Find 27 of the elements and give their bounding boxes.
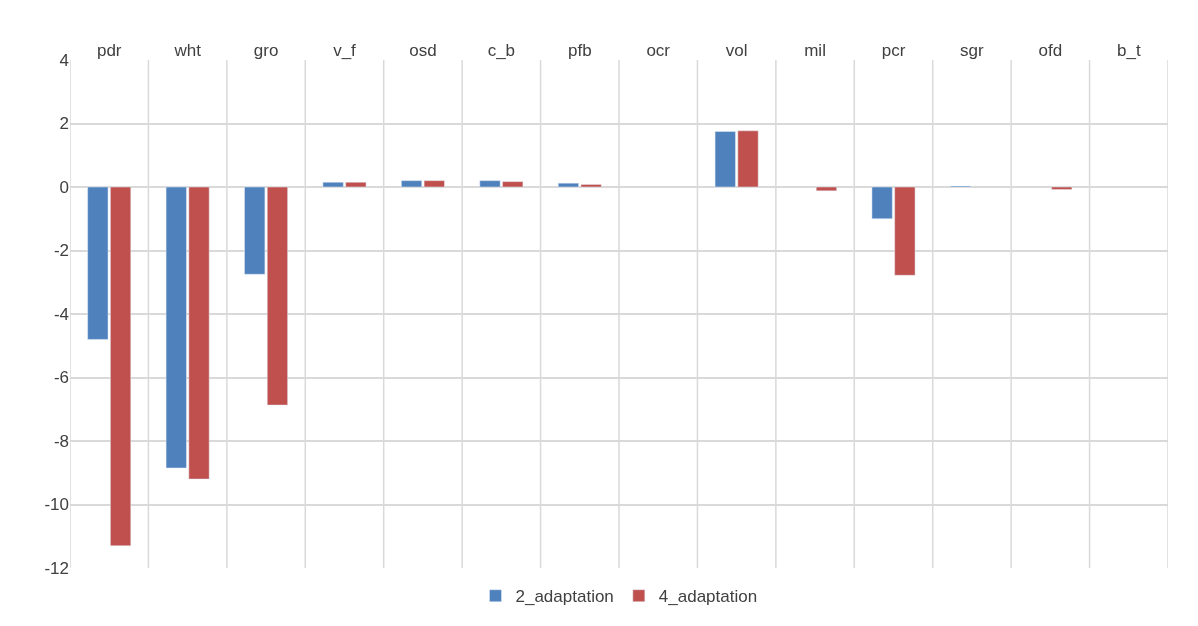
x-tick-label: pcr: [881, 40, 906, 60]
y-tick-label: -12: [44, 558, 69, 578]
x-tick-label: ofd: [1038, 40, 1063, 60]
y-tick-label: -4: [53, 304, 69, 324]
y-tick-label: 0: [59, 177, 69, 197]
y-tick-label: -2: [53, 241, 69, 261]
x-tick-label: osd: [409, 40, 437, 60]
legend-label: 4_adaptation: [658, 587, 758, 607]
y-tick-label: 2: [59, 114, 69, 134]
x-tick-label: wht: [173, 40, 202, 60]
legend-label: 2_adaptation: [515, 587, 614, 607]
bar: [816, 186, 837, 192]
x-tick-label: mil: [804, 40, 826, 60]
x-tick-label: ocr: [646, 40, 671, 60]
x-tick-label: c_b: [487, 40, 516, 60]
y-tick-label: -10: [44, 495, 69, 515]
x-tick-label: sgr: [960, 40, 985, 60]
bar: [1051, 186, 1073, 190]
x-tick-label: vol: [725, 40, 748, 60]
x-tick-label: v_f: [333, 40, 357, 60]
y-tick-label: 4: [59, 50, 69, 70]
x-tick-label: pfb: [567, 40, 592, 60]
y-tick-label: -8: [53, 431, 69, 451]
x-tick-label: gro: [253, 40, 279, 60]
y-tick-label: -6: [53, 368, 69, 388]
x-tick-label: pdr: [96, 40, 122, 60]
x-tick-label: b_t: [1116, 40, 1141, 60]
